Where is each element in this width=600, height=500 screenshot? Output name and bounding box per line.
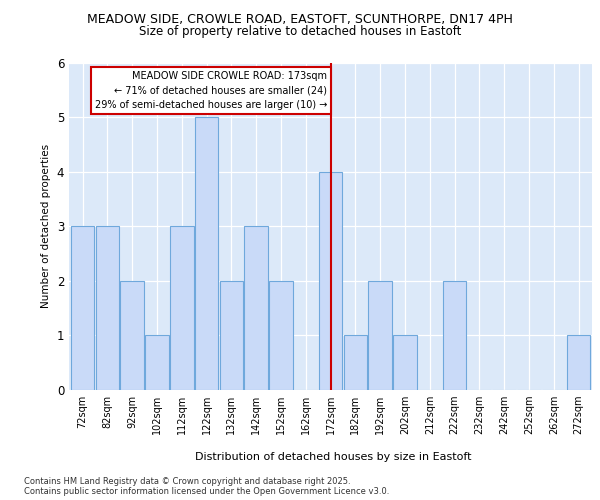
Bar (170, 226, 194, 390)
Bar (244, 226, 268, 390)
Text: Contains public sector information licensed under the Open Government Licence v3: Contains public sector information licen… (24, 487, 389, 496)
Bar (195, 117, 218, 390)
Text: MEADOW SIDE CROWLE ROAD: 173sqm
← 71% of detached houses are smaller (24)
29% of: MEADOW SIDE CROWLE ROAD: 173sqm ← 71% of… (95, 70, 327, 110)
Text: Size of property relative to detached houses in Eastoft: Size of property relative to detached ho… (139, 25, 461, 38)
Bar (393, 336, 417, 390)
Bar (443, 281, 466, 390)
Text: Distribution of detached houses by size in Eastoft: Distribution of detached houses by size … (195, 452, 471, 462)
Bar (368, 281, 392, 390)
Bar (269, 281, 293, 390)
Bar (319, 172, 343, 390)
Bar (567, 336, 590, 390)
Bar (95, 226, 119, 390)
Bar (220, 281, 243, 390)
Text: MEADOW SIDE, CROWLE ROAD, EASTOFT, SCUNTHORPE, DN17 4PH: MEADOW SIDE, CROWLE ROAD, EASTOFT, SCUNT… (87, 12, 513, 26)
Text: Contains HM Land Registry data © Crown copyright and database right 2025.: Contains HM Land Registry data © Crown c… (24, 478, 350, 486)
Bar (121, 281, 144, 390)
Y-axis label: Number of detached properties: Number of detached properties (41, 144, 51, 308)
Bar (344, 336, 367, 390)
Bar (71, 226, 94, 390)
Bar (145, 336, 169, 390)
